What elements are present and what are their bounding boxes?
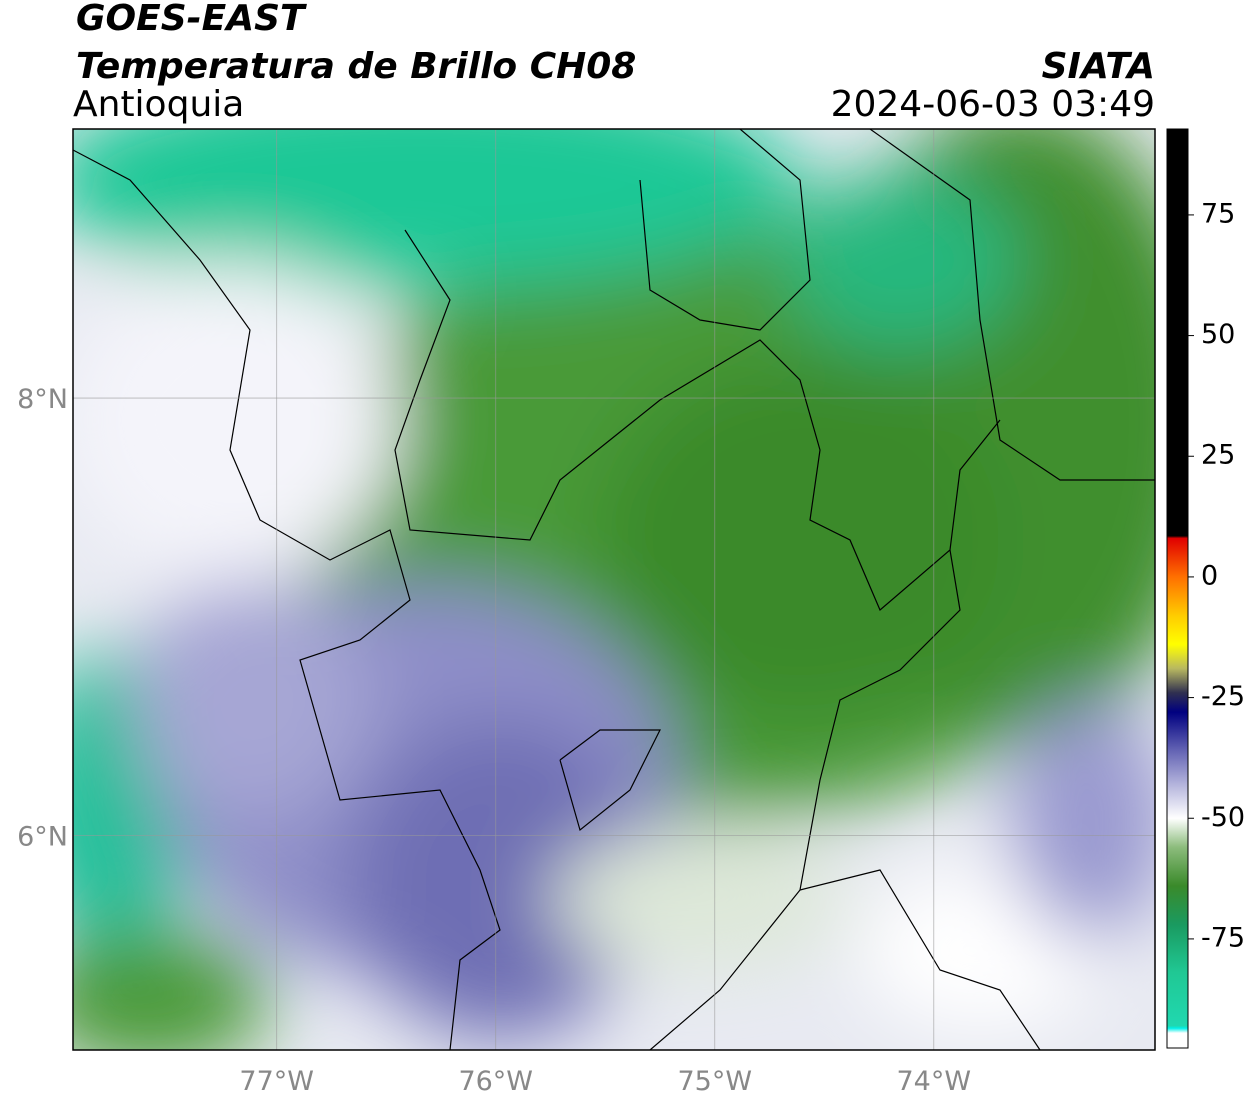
source-label: SIATA [1042,46,1155,87]
x-tick-label: 77°W [239,1066,314,1097]
colorbar-tick-label: 0 [1201,560,1218,591]
product-title: Temperatura de Brillo CH08 [76,46,636,87]
colorbar [1166,128,1189,1049]
x-tick-label: 74°W [897,1066,972,1097]
colorbar-tick-label: -50 [1201,802,1245,833]
satellite-image [73,129,1155,1050]
x-tick-label: 76°W [458,1066,533,1097]
map-frame [72,128,1156,1051]
region-label: Antioquia [73,84,244,125]
colorbar-tick-label: 50 [1201,319,1235,350]
gridlines [73,129,1155,1050]
satellite-title: GOES-EAST [76,0,307,39]
x-tick-label: 75°W [677,1066,752,1097]
timestamp: 2024-06-03 03:49 [831,84,1155,125]
y-tick-label: 8°N [17,384,68,415]
colorbar-tick-label: -75 [1201,922,1245,953]
colorbar-tick-label: 75 [1201,198,1235,229]
y-tick-label: 6°N [17,822,68,853]
colorbar-tick-label: 25 [1201,440,1235,471]
colorbar-tick-label: -25 [1201,681,1245,712]
